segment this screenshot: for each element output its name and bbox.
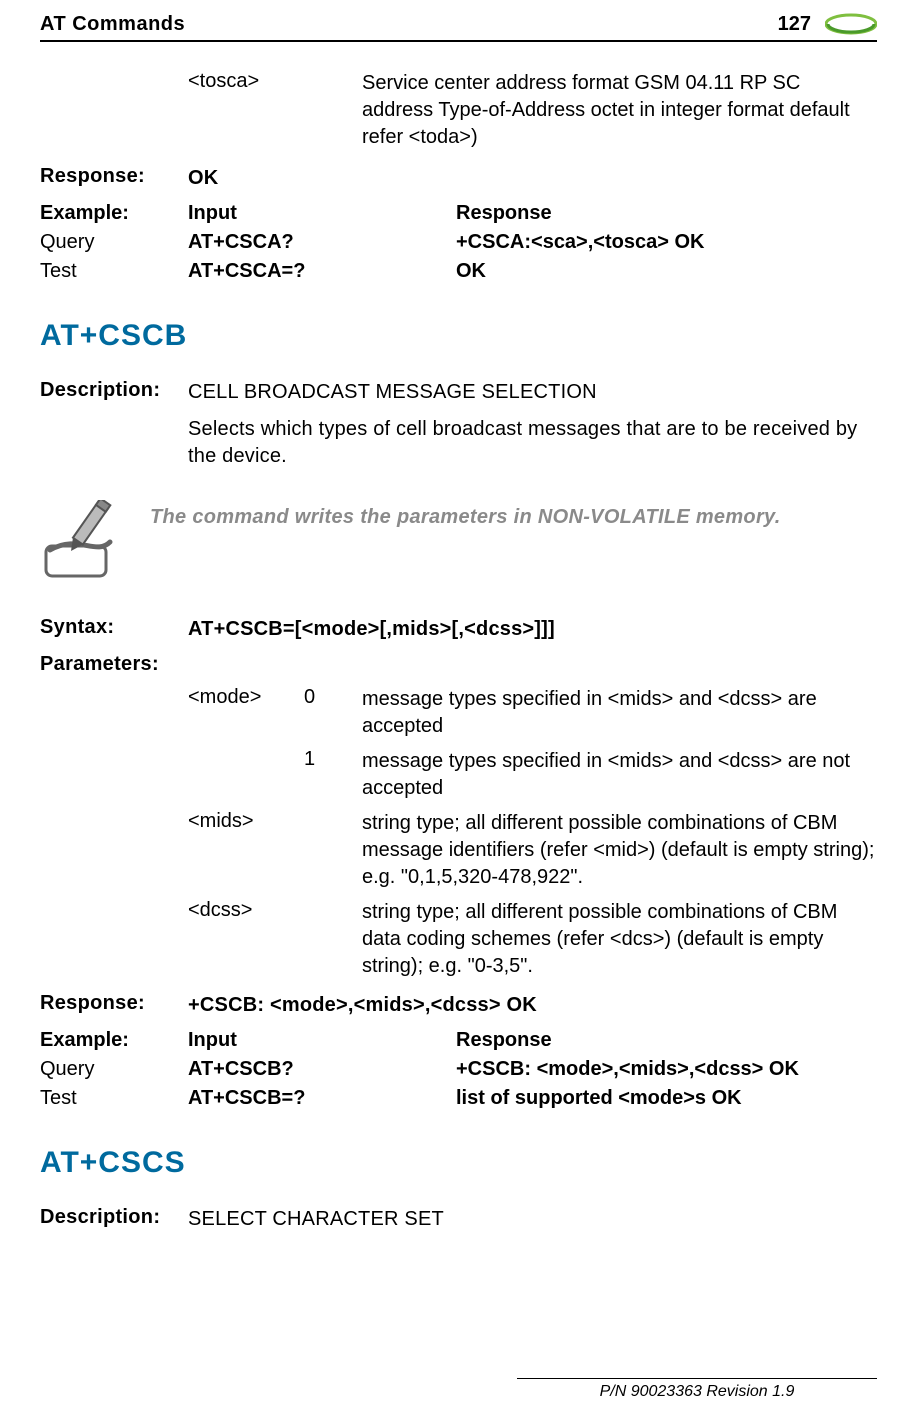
parameters-label: Parameters: xyxy=(40,653,188,676)
example-row-type: Query xyxy=(40,1058,188,1081)
param-mode-1: 1 xyxy=(304,748,362,802)
page-footer: P/N 90023363 Revision 1.9 xyxy=(517,1378,877,1401)
example-input-header: Input xyxy=(188,202,456,225)
example-row-input: AT+CSCB=? xyxy=(188,1087,456,1110)
param-mode-1-desc: message types specified in <mids> and <d… xyxy=(362,748,877,802)
note-pencil-icon xyxy=(40,500,126,586)
param-mode-0-desc: message types specified in <mids> and <d… xyxy=(362,686,877,740)
description-title: SELECT CHARACTER SET xyxy=(188,1206,877,1233)
example-input-header: Input xyxy=(188,1029,456,1052)
example-row-input: AT+CSCA=? xyxy=(188,260,456,283)
param-dcss: <dcss> xyxy=(188,899,304,980)
param-mids-desc: string type; all different possible comb… xyxy=(362,810,877,891)
command-title-cscb: AT+CSCB xyxy=(40,319,877,353)
param-dcss-desc: string type; all different possible comb… xyxy=(362,899,877,980)
response-label: Response: xyxy=(40,165,188,188)
page-number: 127 xyxy=(778,13,811,36)
description-title: CELL BROADCAST MESSAGE SELECTION xyxy=(188,379,877,406)
example-row-response: list of supported <mode>s OK xyxy=(456,1087,877,1110)
example-row-input: AT+CSCB? xyxy=(188,1058,456,1081)
response-value: +CSCB: <mode>,<mids>,<dcss> OK xyxy=(188,992,877,1019)
note-text: The command writes the parameters in NON… xyxy=(150,500,781,529)
example-row-type: Query xyxy=(40,231,188,254)
example-row-input: AT+CSCA? xyxy=(188,231,456,254)
example-row-response: OK xyxy=(456,260,877,283)
param-mode-0: 0 xyxy=(304,686,362,740)
description-label: Description: xyxy=(40,1206,188,1229)
description-label: Description: xyxy=(40,379,188,402)
example-row-response: +CSCA:<sca>,<tosca> OK xyxy=(456,231,877,254)
example-row-type: Test xyxy=(40,260,188,283)
header-title: AT Commands xyxy=(40,13,185,36)
example-row-type: Test xyxy=(40,1087,188,1110)
param-mids: <mids> xyxy=(188,810,304,891)
example-response-header: Response xyxy=(456,202,877,225)
example-row-response: +CSCB: <mode>,<mids>,<dcss> OK xyxy=(456,1058,877,1081)
response-value: OK xyxy=(188,165,877,192)
syntax-label: Syntax: xyxy=(40,616,188,639)
example-label: Example: xyxy=(40,1029,188,1052)
param-tosca-desc: Service center address format GSM 04.11 … xyxy=(362,70,877,151)
page-header: AT Commands 127 xyxy=(40,12,877,42)
param-tosca: <tosca> xyxy=(188,70,304,151)
description-body: Selects which types of cell broadcast me… xyxy=(188,416,877,470)
syntax-value: AT+CSCB=[<mode>[,mids>[,<dcss>]]] xyxy=(188,616,877,643)
response-label: Response: xyxy=(40,992,188,1015)
example-response-header: Response xyxy=(456,1029,877,1052)
command-title-cscs: AT+CSCS xyxy=(40,1146,877,1180)
param-mode: <mode> xyxy=(188,686,304,740)
brand-logo-icon xyxy=(825,12,877,36)
example-label: Example: xyxy=(40,202,188,225)
